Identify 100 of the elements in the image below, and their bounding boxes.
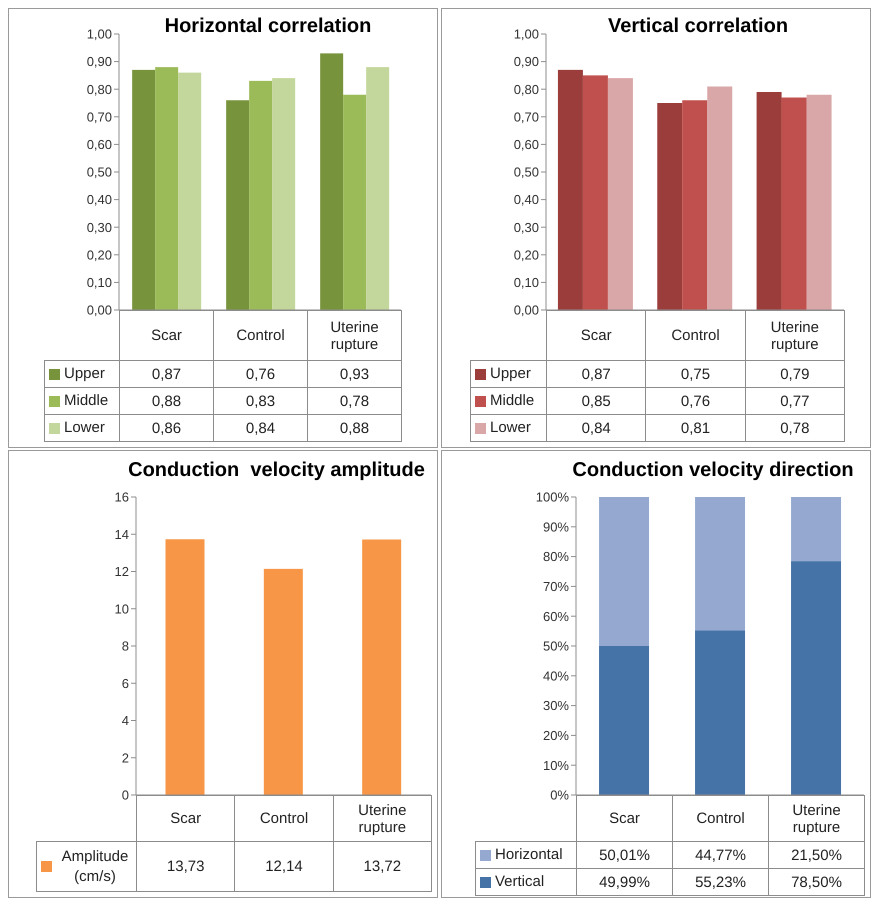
legend-label: Middle (64, 391, 108, 411)
bar (782, 97, 807, 310)
y-tick-label: 90% (542, 519, 570, 534)
data-label: 13,72 (333, 842, 432, 892)
data-label: 0,75 (646, 360, 746, 388)
bar (132, 70, 156, 310)
legend-label: Lower (490, 418, 531, 438)
y-tick-label: 0,70 (514, 109, 539, 124)
bar (695, 630, 746, 795)
bar (362, 539, 402, 795)
chart-title: Vertical correlation (608, 15, 788, 37)
bar (682, 100, 708, 310)
data-label: 0,78 (308, 388, 402, 414)
y-tick-label: 0,60 (514, 137, 539, 152)
y-tick-label: 16 (114, 490, 129, 505)
bar (343, 94, 366, 310)
data-label: 0,87 (120, 360, 214, 388)
bar (226, 100, 250, 310)
x-tick-label: Scar (136, 796, 235, 842)
y-tick-label: 0 (122, 788, 129, 803)
x-tick-label: Uterine rupture (745, 310, 844, 360)
x-tick-label: Scar (546, 310, 646, 360)
data-label: 55,23% (672, 868, 768, 896)
bar (166, 539, 204, 795)
y-tick-label: 6 (122, 676, 129, 691)
y-tick-label: 0,30 (514, 220, 539, 235)
bar (707, 86, 732, 310)
y-tick-label: 0,90 (86, 54, 112, 70)
bar (791, 561, 842, 795)
data-label: 0,83 (214, 388, 308, 414)
data-label: 0,77 (745, 388, 844, 414)
y-tick-label: 10 (114, 601, 129, 616)
y-tick-label: 10% (542, 758, 570, 773)
data-label: 0,84 (214, 414, 308, 442)
y-tick-label: 0,80 (514, 82, 539, 97)
y-tick-label: 0,90 (514, 54, 539, 70)
bar (599, 646, 650, 795)
y-tick-label: 4 (122, 713, 129, 728)
data-label: 0,88 (120, 388, 214, 414)
bar (695, 497, 746, 630)
y-tick-label: 0,40 (86, 192, 112, 208)
bar (756, 92, 782, 310)
legend-label: Middle (490, 391, 534, 411)
data-label: 0,78 (745, 414, 844, 442)
bar (599, 497, 650, 646)
y-tick-label: 0,20 (86, 247, 112, 262)
bar (272, 78, 296, 310)
bar (806, 94, 832, 310)
y-tick-label: 50% (542, 638, 570, 654)
bar (558, 70, 583, 310)
y-tick-label: 0,40 (514, 192, 539, 208)
y-tick-label: 0,50 (514, 164, 539, 180)
y-tick-label: 60% (542, 608, 570, 624)
y-tick-label: 0,00 (86, 302, 112, 318)
x-tick-label: Scar (576, 796, 672, 842)
chart-title: Conduction velocity amplitude (127, 459, 426, 482)
data-label: 0,85 (546, 388, 646, 414)
y-tick-label: 0,20 (514, 247, 539, 262)
chart-title: Conduction velocity direction (571, 459, 855, 482)
x-tick-label: Uterine rupture (768, 796, 864, 842)
data-label: 21,50% (768, 842, 864, 868)
y-tick-label: 1,00 (514, 26, 539, 42)
data-label: 78,50% (768, 868, 864, 896)
data-label: 0,87 (546, 360, 646, 388)
x-tick-label: Uterine rupture (308, 310, 402, 360)
data-label: 0,76 (646, 388, 746, 414)
y-tick-label: 0,30 (86, 220, 112, 235)
data-label: 0,79 (745, 360, 844, 388)
legend-label: Amplitude (cm/s) (60, 846, 130, 886)
bar (320, 53, 344, 310)
y-tick-label: 12 (114, 564, 129, 580)
legend-label: Vertical (495, 872, 544, 892)
data-label: 12,14 (234, 842, 334, 892)
bar (582, 75, 608, 310)
bar (264, 568, 303, 795)
x-tick-label: Control (672, 796, 768, 842)
x-tick-label: Scar (120, 310, 214, 360)
data-label: 0,93 (308, 360, 402, 388)
bar (608, 78, 633, 310)
bar (791, 497, 842, 562)
bar (155, 67, 178, 310)
data-label: 44,77% (672, 842, 768, 868)
data-label: 50,01% (576, 842, 672, 868)
chart-title: Horizontal correlation (164, 15, 372, 37)
x-tick-label: Control (646, 310, 746, 360)
data-label: 0,84 (546, 414, 646, 442)
data-label: 0,88 (308, 414, 402, 442)
y-tick-label: 0,10 (86, 275, 112, 290)
legend-label: Horizontal (495, 845, 563, 865)
y-tick-label: 0,70 (86, 109, 112, 124)
y-tick-label: 40% (542, 668, 570, 684)
bar (249, 80, 272, 310)
data-label: 49,99% (576, 868, 672, 896)
x-tick-label: Control (234, 796, 334, 842)
x-tick-label: Control (214, 310, 308, 360)
y-tick-label: 0,80 (86, 82, 112, 97)
data-label: 13,73 (136, 842, 235, 892)
y-tick-label: 2 (122, 750, 129, 766)
x-tick-label: Uterine rupture (333, 796, 432, 842)
y-tick-label: 70% (542, 579, 570, 594)
